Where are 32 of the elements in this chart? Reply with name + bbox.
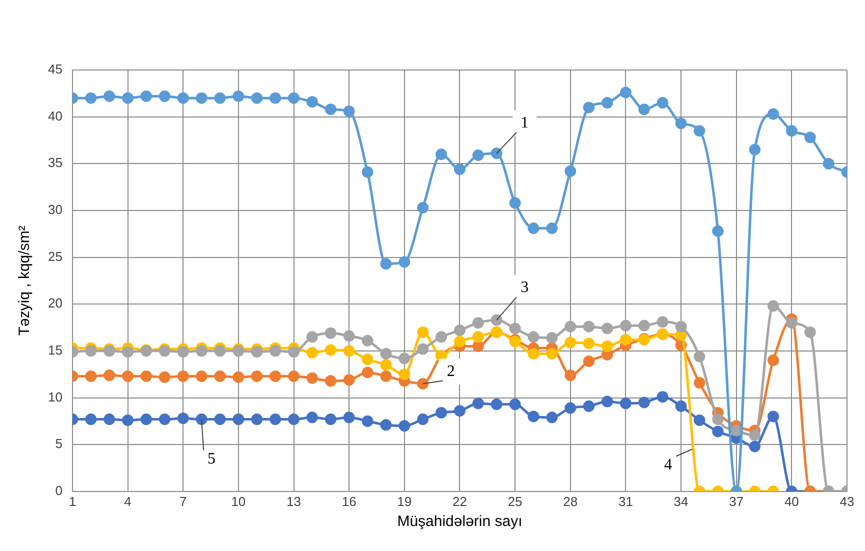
y-tick-label: 15	[48, 342, 62, 358]
x-tick-label: 16	[342, 494, 356, 509]
y-tick-label: 0	[55, 482, 62, 498]
x-axis-title: Müşahidələrin sayı	[397, 513, 522, 530]
x-tick-label: 4	[124, 494, 132, 509]
y-tick-label: 5	[55, 436, 62, 452]
y-tick-label: 40	[48, 108, 62, 124]
x-tick-label: 22	[452, 494, 467, 509]
y-tick-label: 35	[48, 155, 62, 170]
y-axis-title: Təzyiq , kqq/sm²	[16, 226, 34, 336]
x-tick-label: 37	[729, 494, 744, 509]
y-tick-label: 25	[48, 248, 62, 264]
y-tick-label: 20	[48, 296, 62, 311]
x-tick-label: 34	[674, 494, 688, 509]
x-tick-label: 28	[563, 494, 578, 509]
y-tick-label: 10	[48, 389, 62, 404]
x-tick-label: 43	[840, 494, 854, 509]
x-tick-label: 25	[508, 494, 522, 509]
x-tick-label: 7	[179, 494, 187, 509]
annotation: 2	[446, 362, 455, 380]
x-tick-label: 19	[397, 494, 412, 509]
annotation: 1	[520, 114, 529, 132]
annotation: 4	[664, 456, 672, 474]
annotation: 5	[208, 450, 216, 468]
x-tick-label: 13	[286, 494, 301, 509]
x-tick-label: 31	[618, 494, 633, 509]
x-tick-label: 10	[231, 494, 246, 509]
y-tick-label: 45	[48, 62, 62, 77]
x-tick-label: 1	[68, 494, 76, 509]
annotation: 3	[520, 279, 529, 296]
y-tick-label: 30	[48, 202, 62, 218]
x-tick-label: 40	[784, 494, 799, 509]
